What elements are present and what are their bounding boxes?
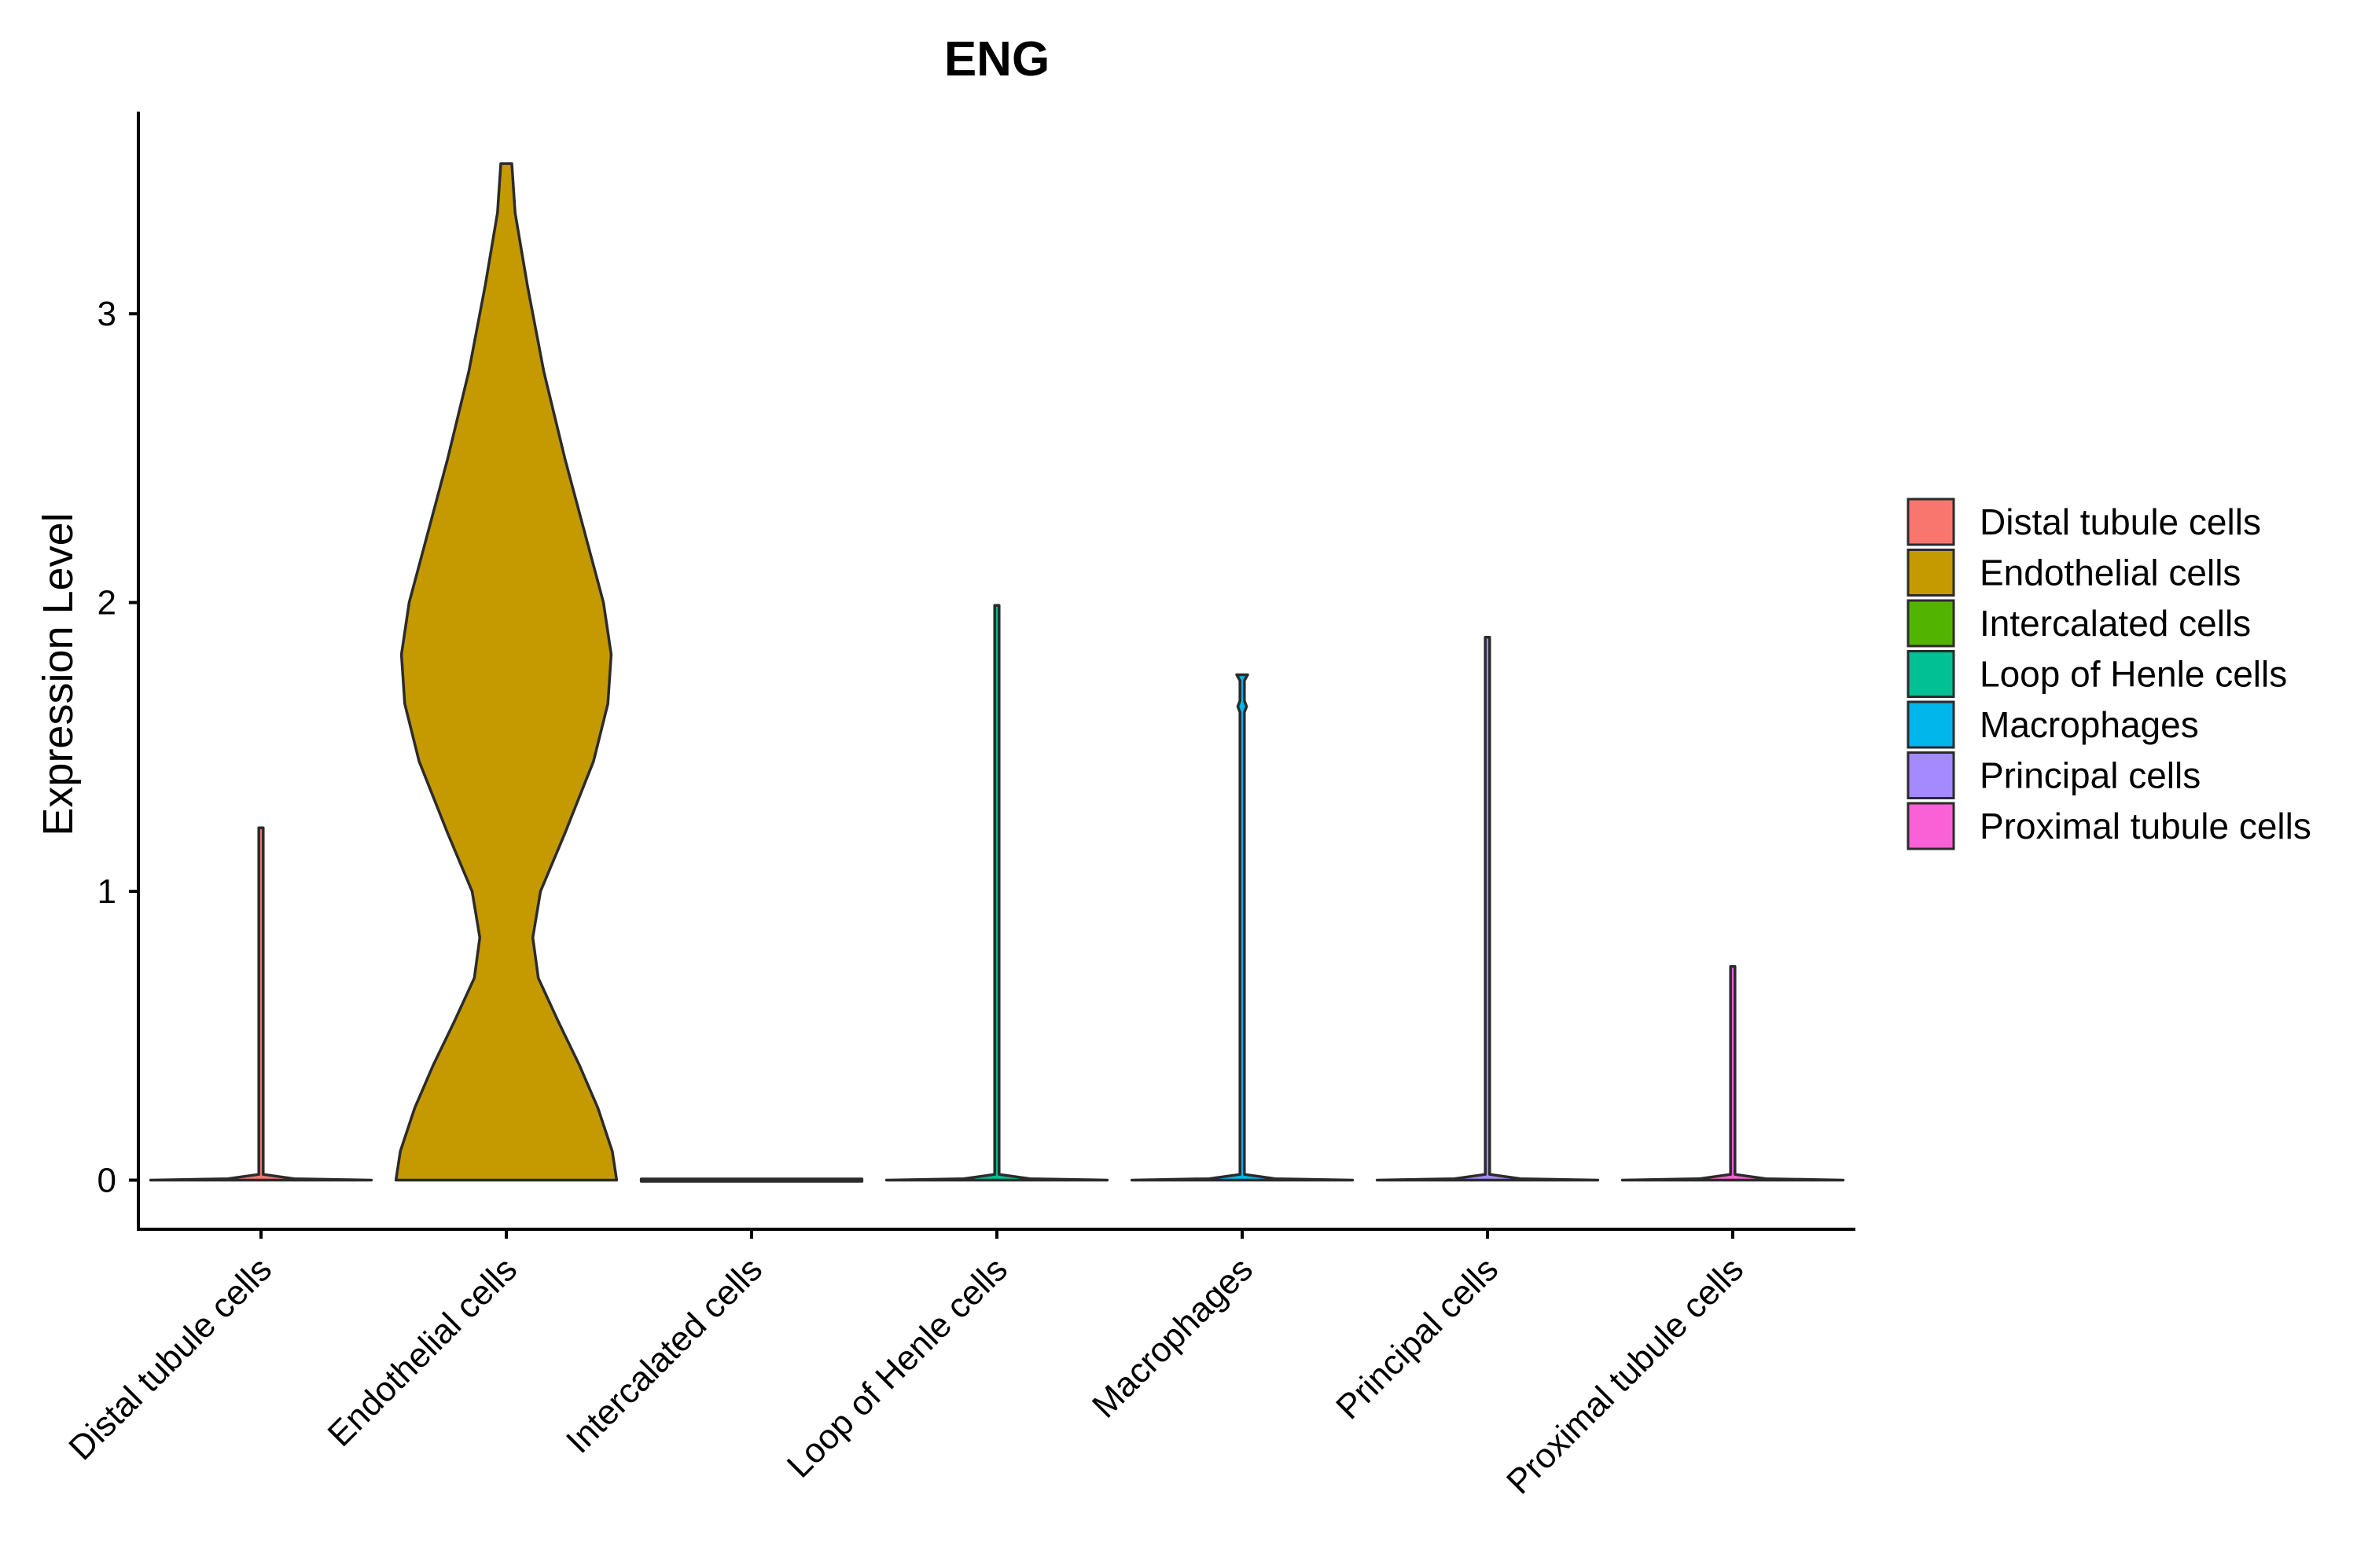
legend-key xyxy=(1907,498,1955,546)
legend-key xyxy=(1907,599,1955,648)
violin-loop-of-henle-cells xyxy=(884,604,1109,1182)
chart-title: ENG xyxy=(944,32,1050,86)
x-tick-label: Distal tubule cells xyxy=(61,1250,279,1467)
violin-distal-tubule-cells xyxy=(149,826,373,1182)
legend-label: Loop of Henle cells xyxy=(1980,654,2287,695)
y-axis-label: Expression Level xyxy=(35,512,82,835)
legend-label: Principal cells xyxy=(1980,755,2201,796)
legend-key xyxy=(1907,549,1955,597)
y-tick-label: 2 xyxy=(97,584,116,622)
legend-key xyxy=(1907,802,1955,850)
violin-principal-cells xyxy=(1375,635,1600,1182)
legend-label: Proximal tubule cells xyxy=(1980,806,2311,846)
legend-label: Macrophages xyxy=(1980,704,2199,745)
x-tick-label: Intercalated cells xyxy=(559,1250,770,1460)
x-tick-label: Loop of Henle cells xyxy=(780,1250,1015,1485)
violin-proximal-tubule-cells xyxy=(1620,964,1845,1182)
y-tick-label: 3 xyxy=(97,295,116,333)
x-tick-label: Principal cells xyxy=(1329,1250,1506,1427)
x-axis-ticks: Distal tubule cells Endothelial cells Inte… xyxy=(61,1229,1751,1501)
x-tick-label: Macrophages xyxy=(1085,1250,1260,1425)
legend-label: Distal tubule cells xyxy=(1980,501,2261,542)
legend-label: Intercalated cells xyxy=(1980,603,2251,644)
plot-area xyxy=(149,162,1845,1183)
legend-key xyxy=(1907,650,1955,698)
violin-macrophages xyxy=(1130,673,1355,1182)
legend: Distal tubule cells Endothelial cells Inte… xyxy=(1907,498,2311,850)
y-axis-ticks: 0 1 2 3 xyxy=(97,295,138,1200)
violin-intercalated-cells xyxy=(639,1177,864,1183)
x-tick-label: Proximal tubule cells xyxy=(1499,1250,1751,1501)
legend-key xyxy=(1907,700,1955,749)
x-tick-label: Endothelial cells xyxy=(321,1250,524,1453)
y-tick-label: 0 xyxy=(97,1162,116,1200)
y-tick-label: 1 xyxy=(97,872,116,911)
violin-endothelial-cells xyxy=(394,162,619,1182)
legend-key xyxy=(1907,751,1955,799)
legend-label: Endothelial cells xyxy=(1980,553,2241,593)
